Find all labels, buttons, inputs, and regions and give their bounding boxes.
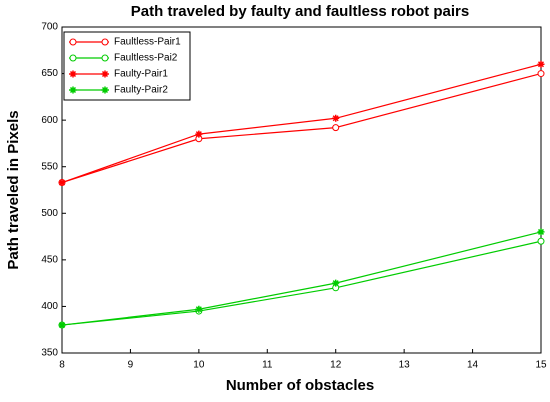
legend-marker (101, 86, 109, 94)
marker (537, 228, 545, 236)
marker (332, 114, 340, 122)
y-tick-label: 450 (41, 254, 58, 265)
y-tick-label: 550 (41, 161, 58, 172)
legend-box (63, 31, 191, 101)
marker (195, 130, 203, 138)
x-tick-label: 12 (330, 360, 342, 371)
y-tick-label: 650 (41, 68, 58, 79)
series-line (61, 240, 542, 326)
y-tick-label: 350 (41, 348, 58, 359)
x-tick-label: 15 (535, 360, 547, 371)
marker (537, 60, 545, 68)
marker (58, 321, 66, 329)
series-line (61, 72, 542, 184)
y-axis-label: Path traveled in Pixels (5, 110, 22, 269)
x-tick-label: 13 (399, 360, 411, 371)
series-line (61, 231, 542, 326)
marker (332, 279, 340, 287)
x-tick-label: 14 (467, 360, 479, 371)
series-line (61, 63, 542, 184)
legend-marker (69, 70, 77, 78)
marker (58, 179, 66, 187)
legend-marker (101, 54, 109, 62)
x-axis-label: Number of obstacles (226, 377, 374, 394)
marker (195, 305, 203, 313)
x-tick-label: 10 (193, 360, 205, 371)
legend-marker (69, 38, 77, 46)
x-tick-label: 8 (59, 360, 65, 371)
legend-label: Faulty-Pair2 (114, 85, 168, 96)
legend-marker (101, 38, 109, 46)
y-tick-label: 600 (41, 115, 58, 126)
marker (537, 70, 545, 78)
y-tick-label: 500 (41, 208, 58, 219)
marker (332, 124, 340, 132)
chart-title: Path traveled by faulty and faultless ro… (131, 3, 469, 20)
legend-label: Faultless-Pair1 (114, 37, 181, 48)
marker (537, 237, 545, 245)
x-tick-label: 11 (262, 360, 273, 371)
legend-marker (69, 54, 77, 62)
legend-marker (101, 70, 109, 78)
plot-frame (61, 26, 542, 354)
y-tick-label: 400 (41, 301, 58, 312)
legend-label: Faultless-Pai2 (114, 53, 178, 64)
legend-marker (69, 86, 77, 94)
y-tick-label: 700 (41, 22, 58, 33)
legend-label: Faulty-Pair1 (114, 69, 168, 80)
x-tick-label: 9 (128, 360, 134, 371)
